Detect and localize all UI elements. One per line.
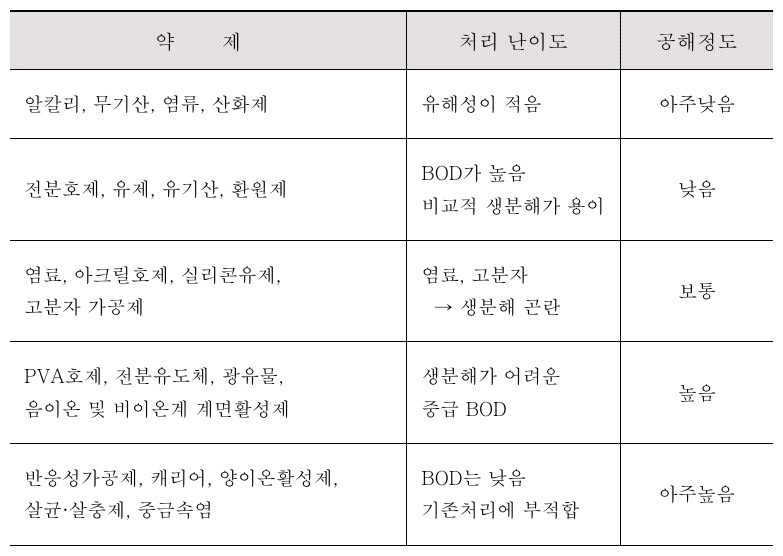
table-row: 전분호제, 유제, 유기산, 환원제 BOD가 높음비교적 생분해가 용이 낮음 (10, 139, 773, 241)
pollution-classification-table: 약 제 처리 난이도 공해정도 알칼리, 무기산, 염류, 산화제 유해성이 적… (10, 10, 773, 546)
cell-pollution: 높음 (620, 342, 773, 444)
table-row: 염료, 아크릴호제, 실리콘유제,고분자 가공제 염료, 고분자 → 생분해 곤… (10, 240, 773, 342)
cell-difficulty: 생분해가 어려운중급 BOD (407, 342, 621, 444)
cell-difficulty: 염료, 고분자 → 생분해 곤란 (407, 240, 621, 342)
table-row: 알칼리, 무기산, 염류, 산화제 유해성이 적음 아주낮음 (10, 70, 773, 139)
cell-pollution: 보통 (620, 240, 773, 342)
cell-difficulty: 유해성이 적음 (407, 70, 621, 139)
cell-chemical: 전분호제, 유제, 유기산, 환원제 (10, 139, 407, 241)
cell-difficulty: BOD가 높음비교적 생분해가 용이 (407, 139, 621, 241)
cell-chemical: PVA호제, 전분유도체, 광유물,음이온 및 비이온계 계면활성제 (10, 342, 407, 444)
cell-chemical: 알칼리, 무기산, 염류, 산화제 (10, 70, 407, 139)
header-pollution: 공해정도 (620, 11, 773, 70)
cell-pollution: 낮음 (620, 139, 773, 241)
cell-chemical: 염료, 아크릴호제, 실리콘유제,고분자 가공제 (10, 240, 407, 342)
table-header-row: 약 제 처리 난이도 공해정도 (10, 11, 773, 70)
cell-pollution: 아주낮음 (620, 70, 773, 139)
table-row: PVA호제, 전분유도체, 광유물,음이온 및 비이온계 계면활성제 생분해가 … (10, 342, 773, 444)
header-chemical: 약 제 (10, 11, 407, 70)
header-difficulty: 처리 난이도 (407, 11, 621, 70)
